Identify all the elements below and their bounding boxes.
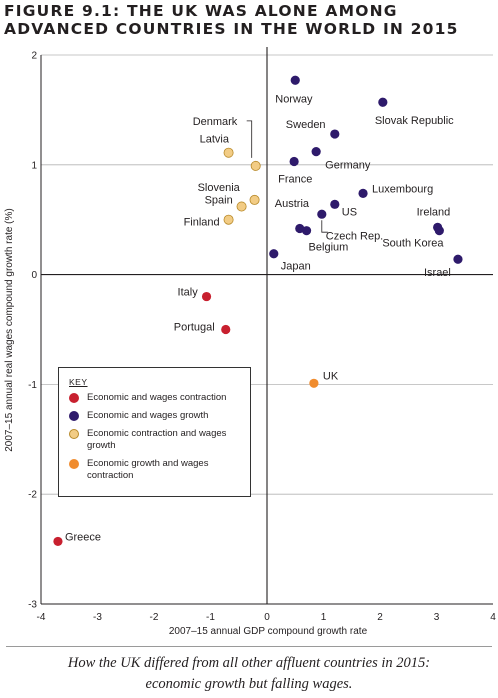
point-label: France [278, 174, 312, 186]
point-label: Germany [325, 160, 371, 172]
point-latvia [223, 147, 234, 158]
point-label: Ireland [417, 206, 451, 218]
y-tick-label: -1 [28, 380, 37, 391]
legend-swatch-yellow [69, 429, 79, 439]
y-tick-label: -2 [28, 490, 37, 501]
legend-title: KEY [69, 377, 88, 387]
point-norway [290, 75, 300, 85]
x-tick-label: 4 [490, 612, 496, 623]
point-label: Italy [178, 287, 199, 299]
point-israel [453, 254, 463, 264]
legend-label: Economic growth and wages contraction [87, 458, 209, 481]
point-label: Greece [65, 531, 101, 543]
point-south-korea [434, 226, 444, 236]
y-tick-label: -3 [28, 600, 37, 611]
point-label: Slovenia [198, 182, 241, 194]
x-tick-label: -4 [37, 612, 46, 623]
legend-label: Economic contraction and wages growth [87, 428, 227, 451]
point-label: Belgium [309, 242, 349, 254]
data-points [53, 75, 463, 547]
point-finland [223, 214, 234, 225]
x-tick-label: 3 [434, 612, 440, 623]
y-axis-label: 2007–15 annual real wages compound growt… [4, 208, 15, 452]
legend-label: Economic and wages contraction [87, 392, 227, 403]
point-label: Denmark [193, 116, 238, 128]
legend-label: Economic and wages growth [87, 410, 209, 421]
leader-czech [321, 220, 328, 233]
y-tick-label: 0 [31, 270, 37, 281]
point-slovenia [249, 194, 260, 205]
point-denmark [250, 160, 261, 171]
point-label: Portugal [174, 322, 215, 334]
figure-title: FIGURE 9.1: THE UK WAS ALONE AMONG ADVAN… [4, 2, 494, 38]
y-tick-label: 2 [31, 51, 37, 62]
x-tick-label: -3 [93, 612, 102, 623]
point-label: Latvia [200, 134, 230, 146]
point-label: UK [323, 370, 339, 382]
point-labels: Norway Slovak Republic Sweden Germany France… [65, 93, 454, 543]
caption-line-1: How the UK differed from all other afflu… [67, 655, 431, 671]
point-slovak-republic [378, 97, 388, 107]
point-japan [269, 249, 279, 259]
legend-swatch-purple [69, 411, 79, 421]
x-tick-label: -2 [150, 612, 159, 623]
x-tick-label: 2 [377, 612, 383, 623]
point-sweden [330, 129, 340, 139]
x-tick-label: 1 [321, 612, 327, 623]
point-label: US [342, 206, 357, 218]
point-luxembourg [358, 188, 368, 198]
point-belgium [301, 226, 312, 236]
x-tick-label: -1 [206, 612, 215, 623]
legend-item-contraction: Economic and wages contraction [69, 392, 242, 404]
x-axis-label: 2007–15 annual GDP compound growth rate [169, 626, 368, 637]
legend-swatch-orange [69, 459, 79, 469]
point-france [289, 156, 299, 167]
point-label: Norway [275, 93, 313, 105]
point-italy [201, 291, 212, 302]
figure-title-line-2: ADVANCED COUNTRIES IN THE WORLD IN 2015 [4, 20, 459, 38]
point-label: Sweden [286, 119, 326, 131]
point-label: Austria [275, 198, 310, 210]
legend-item-uk: Economic growth and wages contraction [69, 458, 242, 482]
x-tick-label: 0 [264, 612, 270, 623]
point-label: Spain [205, 195, 233, 207]
point-label: Luxembourg [372, 183, 433, 195]
point-label: Japan [281, 261, 311, 273]
point-label: Israel [424, 267, 451, 279]
point-austria [317, 209, 327, 219]
caption-line-2: economic growth but falling wages. [145, 676, 353, 692]
figure-caption: How the UK differed from all other afflu… [0, 653, 498, 695]
legend-item-growth: Economic and wages growth [69, 410, 242, 422]
point-label: Czech Rep. [326, 230, 383, 242]
point-uk [309, 378, 319, 388]
point-label: South Korea [382, 238, 444, 250]
chart-legend: KEY Economic and wages contraction Econo… [58, 367, 251, 497]
caption-separator [6, 646, 492, 647]
y-tick-label: 1 [31, 160, 37, 171]
point-germany [311, 147, 321, 157]
point-greece [53, 536, 63, 547]
axes [40, 47, 493, 605]
point-label: Slovak Republic [375, 115, 454, 127]
point-spain [236, 201, 247, 212]
point-label: Finland [184, 217, 220, 229]
legend-swatch-red [69, 393, 79, 403]
leader-denmark [246, 120, 253, 158]
figure-title-line-1: FIGURE 9.1: THE UK WAS ALONE AMONG [4, 2, 398, 20]
label-leader-lines [246, 120, 328, 233]
point-us [330, 199, 340, 209]
point-portugal [221, 324, 231, 335]
legend-item-mixed: Economic contraction and wages growth [69, 428, 242, 452]
